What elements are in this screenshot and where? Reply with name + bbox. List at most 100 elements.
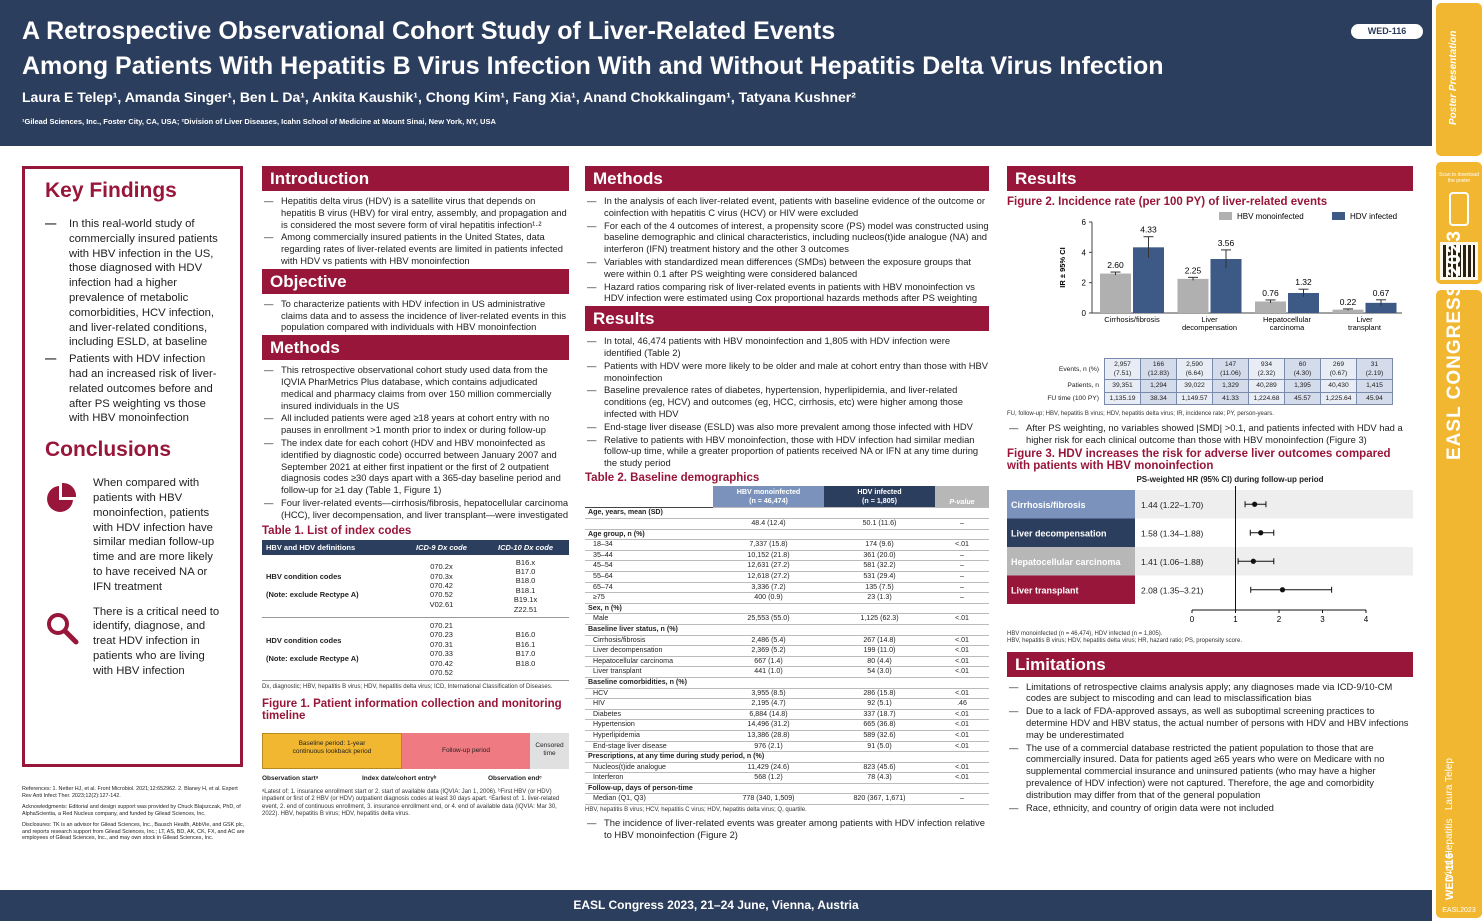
group-label: Sex, n (%) bbox=[585, 602, 989, 615]
forest-hr-label: 2.08 (1.35–3.21) bbox=[1141, 585, 1204, 595]
affiliations: ¹Gilead Sciences, Inc., Foster City, CA,… bbox=[22, 117, 496, 126]
events-cell: 1,395 bbox=[1284, 379, 1321, 393]
data-label: 2.25 bbox=[1185, 265, 1202, 275]
table-row: Male 25,553 (55.0) 1,125 (62.3) <.01 bbox=[585, 613, 989, 625]
forest-row-label-bg bbox=[1007, 518, 1135, 547]
events-cell: 41.33 bbox=[1212, 391, 1249, 405]
forest-hr-label: 1.58 (1.34–1.88) bbox=[1141, 528, 1204, 538]
sidebar-bottom-label: EASL2023 bbox=[1442, 907, 1476, 914]
list-item: Among commercially insured patients in t… bbox=[262, 231, 569, 266]
cell-a: 2,195 (4.7) bbox=[713, 698, 824, 710]
cell-a: 778 (340, 1,509) bbox=[713, 793, 824, 806]
cell-b: 91 (5.0) bbox=[824, 741, 935, 753]
table1-caption: Table 1. List of index codes bbox=[262, 524, 412, 537]
cell-b: 92 (5.1) bbox=[824, 698, 935, 710]
poster-presentation-tab[interactable]: Poster Presentation bbox=[1436, 3, 1482, 156]
list-item: Race, ethnicity, and country of origin d… bbox=[1007, 802, 1413, 814]
title-line-2: Among Patients With Hepatitis B Virus In… bbox=[22, 52, 1164, 80]
cell-l: Liver decompensation bbox=[585, 645, 713, 657]
figure3-footnote-2: HBV, hepatitis B virus; HDV, hepatitis d… bbox=[1007, 638, 1242, 645]
table-row: HBV condition codes (Note: exclude Rectyp… bbox=[262, 554, 569, 618]
cell-l: HIV bbox=[585, 698, 713, 710]
events-cell: 45.57 bbox=[1284, 391, 1321, 405]
events-cell: 39,022 bbox=[1176, 379, 1213, 393]
list-item: To characterize patients with HDV infect… bbox=[262, 298, 569, 333]
x-tick-label: 4 bbox=[1364, 615, 1369, 624]
y-axis-label: IR ± 95% CI bbox=[1058, 247, 1067, 287]
cell-p: <.01 bbox=[935, 613, 989, 625]
introduction-heading: Introduction bbox=[262, 166, 569, 191]
download-box[interactable]: Scan to download the poster bbox=[1436, 162, 1482, 284]
cell-a: 12,631 (27.2) bbox=[713, 560, 824, 572]
events-cell: 269 (0.67) bbox=[1320, 357, 1357, 381]
conclusions-title: Conclusions bbox=[45, 438, 172, 462]
table-header-row: HBV and HDV definitions ICD-9 Dx code IC… bbox=[262, 539, 569, 555]
qr-code-icon[interactable] bbox=[1440, 242, 1478, 280]
title-line-1: A Retrospective Observational Cohort Stu… bbox=[22, 17, 836, 45]
hbv-header-label: HBV monoinfected bbox=[736, 487, 801, 496]
hr-point bbox=[1250, 558, 1256, 564]
hazard-ratio-forest-plot: Cirrhosis/fibrosis 1.44 (1.22–1.70) Liver … bbox=[1007, 485, 1413, 624]
methods-heading: Methods bbox=[262, 335, 569, 361]
x-tick-label: 3 bbox=[1320, 615, 1325, 624]
events-cell: 1,415 bbox=[1356, 379, 1393, 393]
cell-l: 45–54 bbox=[585, 560, 713, 572]
table-row: Liver transplant 441 (1.0) 54 (3.0) <.01 bbox=[585, 666, 989, 678]
x-tick-label: 2 bbox=[1277, 615, 1282, 624]
cell-a: 48.4 (12.4) bbox=[713, 518, 824, 530]
results-after-list: The incidence of liver-related events wa… bbox=[585, 817, 989, 841]
events-cell: 60 (4.30) bbox=[1284, 357, 1321, 381]
list-item: Patients with HDV were more likely to be… bbox=[585, 360, 989, 384]
icd10-cell: B16.x B17.0 B18.0 B18.1 B19.1x Z22.51 bbox=[482, 554, 569, 618]
timeline-figure: Baseline period: 1-year continuous lookb… bbox=[262, 725, 569, 789]
bar bbox=[1100, 273, 1131, 313]
category-label: Hepatocellular bbox=[1263, 315, 1311, 324]
bar bbox=[1133, 247, 1164, 313]
table1-footnote: Dx, diagnostic; HBV, hepatitis B virus; … bbox=[262, 684, 553, 691]
table-row: Interferon 568 (1.2) 78 (4.3) <.01 bbox=[585, 772, 989, 784]
events-cell: 1,224.68 bbox=[1248, 391, 1285, 405]
events-row-label: Events, n (%) bbox=[1058, 365, 1099, 373]
pie-chart-icon bbox=[45, 476, 93, 519]
cell-p: <.01 bbox=[935, 730, 989, 742]
list-item: Relative to patients with HBV monoinfect… bbox=[585, 434, 989, 469]
cell-a: 3,955 (8.5) bbox=[713, 688, 824, 700]
figure2-footnote: FU, follow-up; HBV, hepatitis B virus; H… bbox=[1007, 410, 1274, 417]
cell-a: 10,152 (21.8) bbox=[713, 550, 824, 562]
cell-a: 400 (0.9) bbox=[713, 592, 824, 604]
results-list-2: After PS weighting, no variables showed … bbox=[1007, 422, 1413, 446]
table-row: ≥75 400 (0.9) 23 (1.3) – bbox=[585, 592, 989, 604]
events-cell: 40,430 bbox=[1320, 379, 1357, 393]
table-group-row: Baseline liver status, n (%) bbox=[585, 623, 989, 636]
cell-a: 441 (1.0) bbox=[713, 666, 824, 678]
table2-body: Age, years, mean (SD) 48.4 (12.4) 50.1 (11… bbox=[585, 507, 989, 806]
cell-l: ≥75 bbox=[585, 592, 713, 604]
objective-list: To characterize patients with HDV infect… bbox=[262, 298, 569, 333]
acknowledgments: Acknowledgments: Editorial and design su… bbox=[22, 803, 241, 817]
legend-label: HDV infected bbox=[1350, 212, 1397, 221]
conclusion-item: There is a critical need to identify, di… bbox=[45, 605, 222, 679]
hbv-header-n: (n = 46,474) bbox=[749, 496, 788, 505]
table-row: HCV 3,955 (8.5) 286 (15.8) <.01 bbox=[585, 688, 989, 700]
table-row: End-stage liver disease 976 (2.1) 91 (5.0)… bbox=[585, 741, 989, 753]
cell-b: 337 (18.7) bbox=[824, 709, 935, 721]
cell-a: 6,884 (14.8) bbox=[713, 709, 824, 721]
events-cell: 40,289 bbox=[1248, 379, 1285, 393]
cell-b: 23 (1.3) bbox=[824, 592, 935, 604]
events-cell: 31 (2.19) bbox=[1356, 357, 1393, 381]
methods-list: This retrospective observational cohort … bbox=[262, 364, 569, 520]
bar bbox=[1255, 301, 1286, 313]
author-list: Laura E Telep¹, Amanda Singer¹, Ben L Da… bbox=[22, 89, 856, 105]
censored-box: Censored time bbox=[530, 732, 569, 769]
events-cell: 45.94 bbox=[1356, 391, 1393, 405]
cell-l: End-stage liver disease bbox=[585, 741, 713, 753]
list-item: Variables with standardized mean differe… bbox=[585, 256, 989, 280]
x-tick-label: 1 bbox=[1233, 615, 1238, 624]
cell-b: 823 (45.6) bbox=[824, 762, 935, 774]
list-item: This retrospective observational cohort … bbox=[262, 364, 569, 411]
cell-l bbox=[585, 518, 713, 530]
icd9-cell: 070.2x 070.3x 070.42 070.52 V02.61 bbox=[400, 554, 483, 618]
cell-a: 13,386 (28.8) bbox=[713, 730, 824, 742]
list-item: The index date for each cohort (HDV and … bbox=[262, 437, 569, 496]
obs-start-label: Observation startᵃ bbox=[262, 774, 319, 782]
